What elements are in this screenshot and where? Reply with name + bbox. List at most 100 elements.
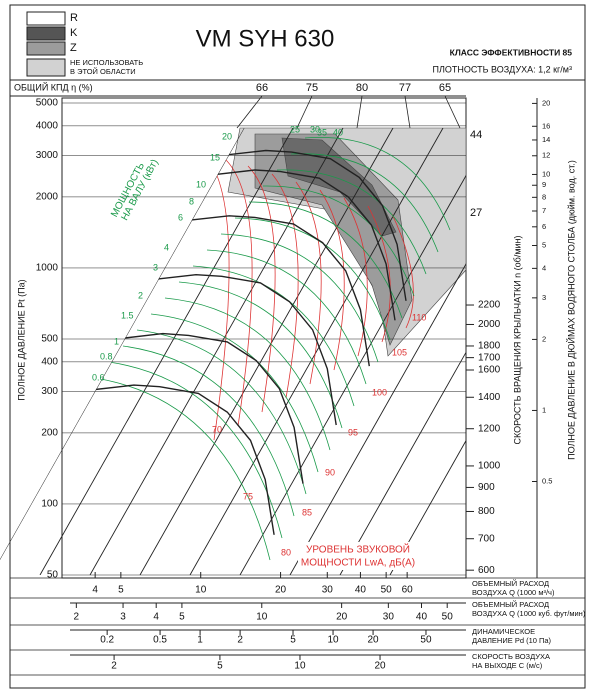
sound-line — [319, 189, 345, 371]
power-line — [122, 345, 295, 517]
speed-tick-label: 2000 — [478, 319, 501, 330]
efficiency-ray — [444, 95, 461, 129]
y-tick-label: 200 — [41, 428, 58, 439]
inch-tick-label: 2 — [542, 334, 546, 343]
secondary-tick-label: 20 — [374, 661, 386, 672]
sound-label: 100 — [372, 387, 387, 397]
inch-tick-label: 1 — [542, 405, 546, 414]
x-axis-title: ВОЗДУХА Q (1000 м³/ч) — [472, 588, 555, 597]
x-tick-label: 5 — [118, 585, 124, 596]
legend-swatch — [26, 26, 66, 41]
y-tick-label: 400 — [41, 357, 58, 368]
secondary-tick-label: 0.5 — [153, 635, 167, 646]
secondary-tick-label: 20 — [336, 612, 348, 623]
efficiency-title: ОБЩИЙ КПД η (%) — [14, 81, 93, 92]
sound-label: 105 — [392, 347, 407, 357]
sound-label: 95 — [348, 427, 358, 437]
legend-label: K — [70, 27, 78, 39]
secondary-tick-label: 2 — [237, 635, 243, 646]
power-label: 30 — [310, 124, 320, 134]
secondary-tick-label: 5 — [290, 635, 296, 646]
sound-label: 90 — [325, 467, 335, 477]
secondary-tick-label: 5 — [217, 661, 223, 672]
secondary-tick-label: 40 — [416, 612, 428, 623]
inch-tick-label: 14 — [542, 135, 550, 144]
secondary-axis-title: ДИНАМИЧЕСКОЕ — [472, 627, 535, 636]
inch-tick-label: 6 — [542, 222, 546, 231]
legend-label: В ЭТОЙ ОБЛАСТИ — [70, 67, 136, 76]
sound-line — [271, 173, 299, 399]
legend-label: НЕ ИСПОЛЬЗОВАТЬ — [70, 58, 143, 67]
system-line — [89, 128, 344, 575]
system-line — [339, 128, 466, 575]
speed-tick-label: 1200 — [478, 423, 501, 434]
power-line — [220, 233, 379, 363]
speed-tick-label: 1600 — [478, 365, 501, 376]
efficiency-label: 75 — [306, 82, 318, 94]
legend-label: Z — [70, 42, 77, 54]
inch-tick-label: 3 — [542, 293, 546, 302]
power-label: 15 — [210, 152, 220, 162]
x-tick-label: 40 — [355, 585, 367, 596]
x-axis-title: ОБЪЕМНЫЙ РАСХОД — [472, 579, 549, 588]
legend-swatch — [26, 11, 66, 26]
sound-line — [367, 205, 391, 343]
secondary-axis-title: НА ВЫХОДЕ С (м/с) — [472, 661, 543, 670]
power-line — [178, 281, 343, 429]
speed-tick-label: 1400 — [478, 392, 501, 403]
speed-tick-label: 700 — [478, 533, 495, 544]
power-line — [192, 265, 355, 407]
system-line — [139, 128, 394, 575]
efficiency-label: 80 — [356, 82, 368, 94]
zone-k — [281, 137, 397, 237]
legend-label: R — [70, 12, 78, 24]
air-density: ПЛОТНОСТЬ ВОЗДУХА: 1,2 кг/м³ — [433, 64, 572, 74]
speed-tick-label: 900 — [478, 482, 495, 493]
secondary-tick-label: 50 — [420, 635, 432, 646]
speed-tick-label: 800 — [478, 506, 495, 517]
x-tick-label: 50 — [381, 585, 393, 596]
y-tick-label: 500 — [41, 334, 58, 345]
secondary-axis-title: ОБЪЕМНЫЙ РАСХОД — [472, 600, 549, 609]
power-label: 2 — [138, 290, 143, 300]
fan-curve — [185, 215, 370, 367]
inch-tick-label: 4 — [542, 263, 546, 272]
sound-line — [247, 165, 276, 413]
x-tick-label: 10 — [195, 585, 207, 596]
sound-line — [343, 197, 368, 357]
legend-swatch — [26, 58, 66, 77]
inch-tick-label: 0.5 — [542, 476, 552, 485]
power-label: 6 — [178, 212, 183, 222]
secondary-tick-label: 4 — [153, 612, 159, 623]
secondary-tick-label: 2 — [74, 612, 80, 623]
inch-tick-label: 7 — [542, 206, 546, 215]
power-label: 0.6 — [92, 372, 105, 382]
y-axis-title: ПОЛНОЕ ДАВЛЕНИЕ Pt (Па) — [16, 279, 26, 400]
secondary-tick-label: 10 — [294, 661, 306, 672]
power-label: 40 — [333, 127, 343, 137]
inch-axis-title: ПОЛНОЕ ДАВЛЕНИЕ В ДЮЙМАХ ВОДЯНОГО СТОЛБА… — [565, 160, 576, 460]
plot-area — [0, 128, 466, 575]
sound-title: МОЩНОСТИ LwA, дБ(A) — [301, 558, 415, 569]
secondary-tick-label: 2 — [111, 661, 117, 672]
power-label: 10 — [196, 179, 206, 189]
y-tick-label: 100 — [41, 499, 58, 510]
speed-label: 44 — [470, 129, 482, 141]
power-line — [206, 249, 367, 385]
sound-label: 70 — [212, 424, 222, 434]
y-tick-label: 1000 — [36, 263, 59, 274]
legend-swatch — [26, 41, 66, 56]
y-tick-label: 5000 — [36, 98, 59, 109]
power-label: 20 — [222, 131, 232, 141]
y-tick-label: 50 — [47, 570, 59, 581]
efficiency-ray — [356, 95, 363, 129]
power-line — [276, 169, 427, 275]
power-label: 1.5 — [121, 310, 134, 320]
sound-line — [391, 213, 414, 329]
efficiency-label: 77 — [399, 82, 411, 94]
power-line — [164, 297, 331, 451]
system-line — [39, 128, 294, 575]
power-label: 0.8 — [100, 351, 113, 361]
power-label: 25 — [290, 124, 300, 134]
power-label: 3 — [153, 262, 158, 272]
